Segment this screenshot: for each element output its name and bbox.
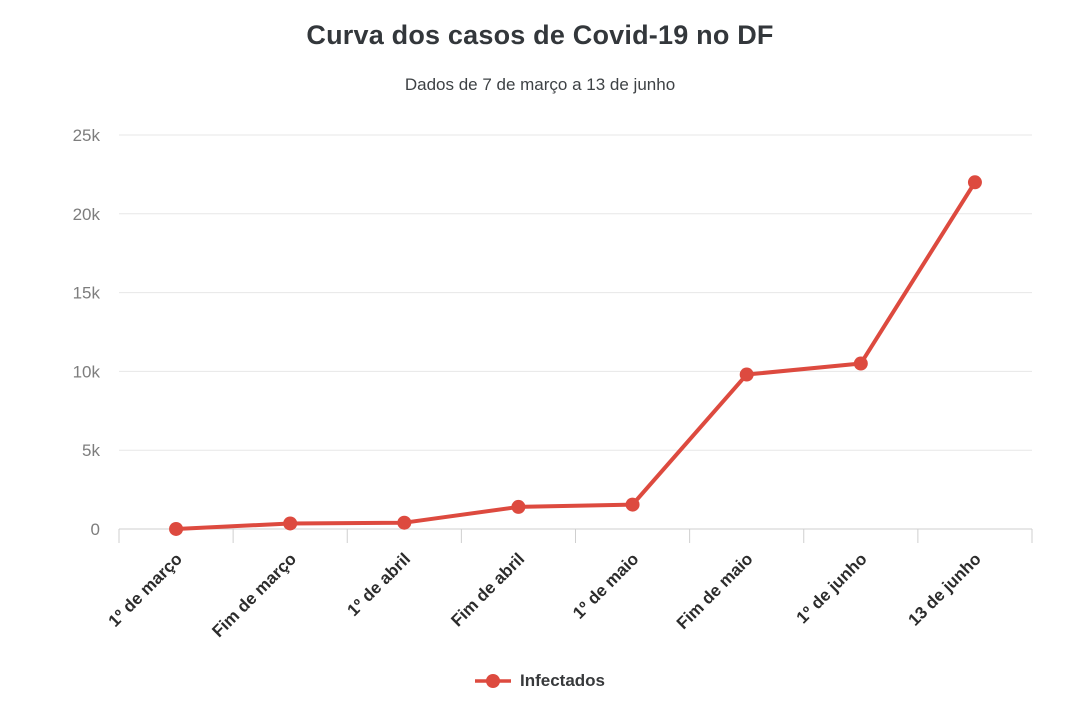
x-axis-label: Fim de abril <box>447 549 528 630</box>
data-point[interactable] <box>967 175 982 190</box>
legend-label: Infectados <box>519 671 606 690</box>
y-axis-label: 5k <box>82 441 100 460</box>
y-axis-label: 0 <box>91 520 100 539</box>
x-axis-label: Fim de março <box>208 549 300 641</box>
x-axis-label: 13 de junho <box>905 549 985 629</box>
data-point[interactable] <box>625 497 640 512</box>
x-axis-label: 1º de março <box>105 549 186 630</box>
y-axis-label: 25k <box>73 126 101 145</box>
y-axis-label: 10k <box>73 362 101 381</box>
y-axis-label: 20k <box>73 205 101 224</box>
legend-marker-icon <box>474 674 511 688</box>
legend: Infectados <box>0 671 1080 691</box>
chart-subtitle: Dados de 7 de março a 13 de junho <box>404 75 676 94</box>
data-point[interactable] <box>511 499 526 514</box>
plot-area: 0 5k 10k 15k 20k 25k 1º de março Fim de março 1º… <box>73 126 1033 641</box>
data-point[interactable] <box>853 356 868 371</box>
data-point[interactable] <box>169 521 184 536</box>
chart-title: Curva dos casos de Covid-19 no DF <box>306 20 774 50</box>
x-axis-label: 1º de junho <box>793 549 871 627</box>
data-point[interactable] <box>283 516 298 531</box>
x-axis-label: 1º de abril <box>344 549 415 620</box>
x-axis-label: 1º de maio <box>569 549 642 622</box>
y-axis-label: 15k <box>73 284 101 303</box>
legend-item-infectados[interactable]: Infectados <box>474 671 606 691</box>
data-point[interactable] <box>397 515 412 530</box>
x-axis-label: Fim de maio <box>673 549 757 633</box>
series-line-infectados <box>174 180 977 531</box>
data-point[interactable] <box>739 367 754 382</box>
